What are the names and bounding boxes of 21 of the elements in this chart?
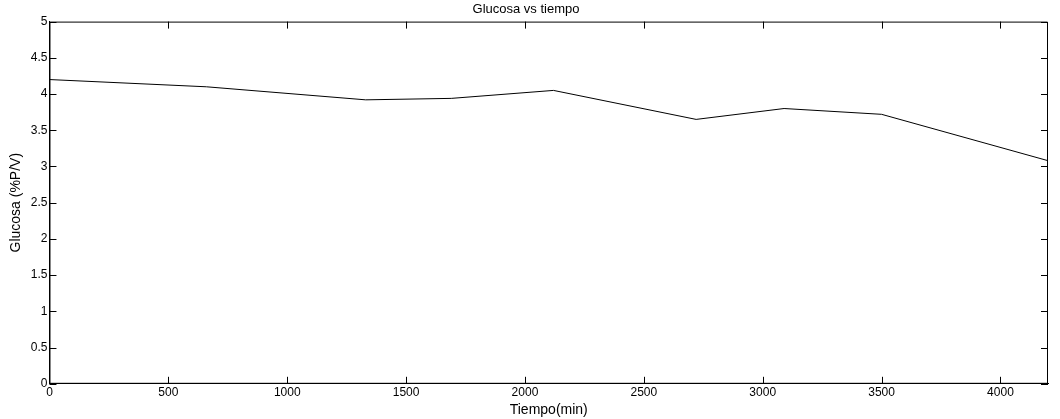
y-tick-label: 2.5: [30, 195, 48, 210]
x-tick-label: 1500: [392, 385, 420, 400]
y-tick-label: 1: [40, 303, 48, 318]
x-axis-title: Tiempo(min): [509, 401, 588, 418]
x-tick-label: 2500: [630, 385, 658, 400]
y-tick-label: 1.5: [30, 267, 48, 282]
x-tick-label: 3500: [868, 385, 896, 400]
x-tick-label: 1000: [273, 385, 301, 400]
y-tick-label: 3.5: [30, 122, 48, 137]
y-tick-label: 2: [40, 231, 48, 246]
x-tick-label: 3000: [749, 385, 777, 400]
x-tick-label: 2000: [511, 385, 539, 400]
y-tick-label: 5: [40, 13, 48, 28]
y-tick-label: 4: [40, 86, 48, 101]
x-tick-label: 4000: [987, 385, 1015, 400]
y-axis-title: Glucosa (%P/V): [7, 152, 24, 253]
chart-title: Glucosa vs tiempo: [472, 1, 580, 17]
x-tick-label: 500: [158, 385, 179, 400]
y-tick-label: 0.5: [30, 339, 48, 354]
y-tick-label: 4.5: [30, 50, 48, 65]
y-tick-label: 3: [40, 158, 48, 173]
